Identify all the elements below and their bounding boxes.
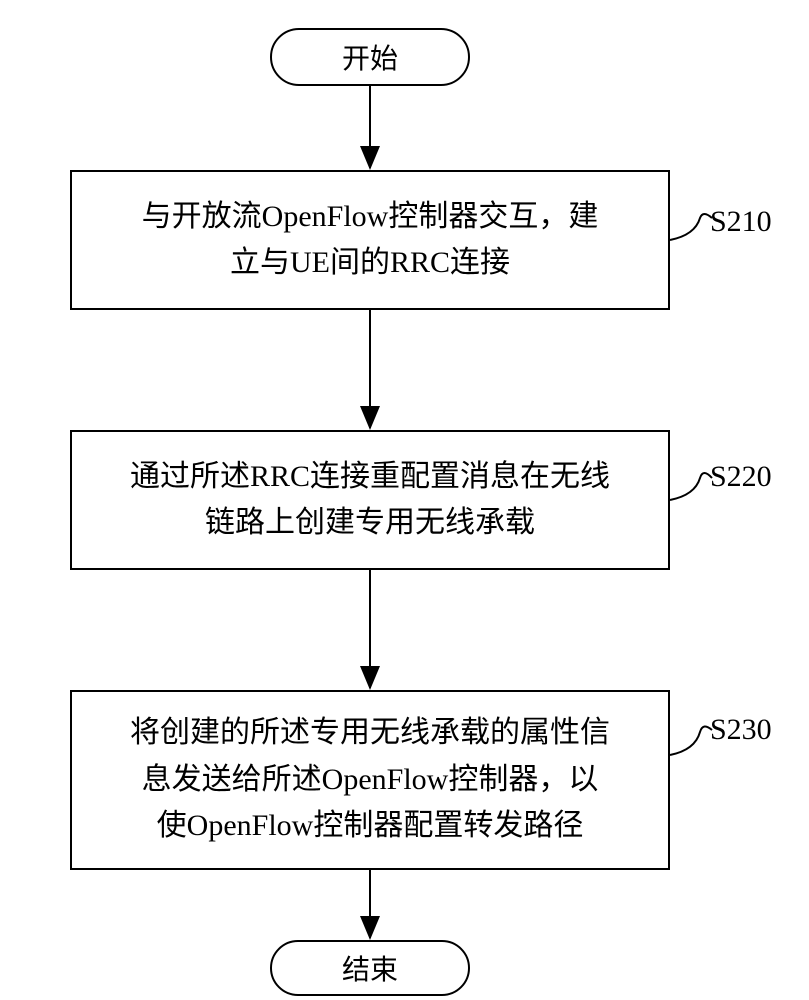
flowchart-canvas: 开始 与开放流OpenFlow控制器交互，建 立与UE间的RRC连接 通过所述R… (0, 0, 809, 1000)
arrow-start-to-s210 (0, 0, 809, 1000)
